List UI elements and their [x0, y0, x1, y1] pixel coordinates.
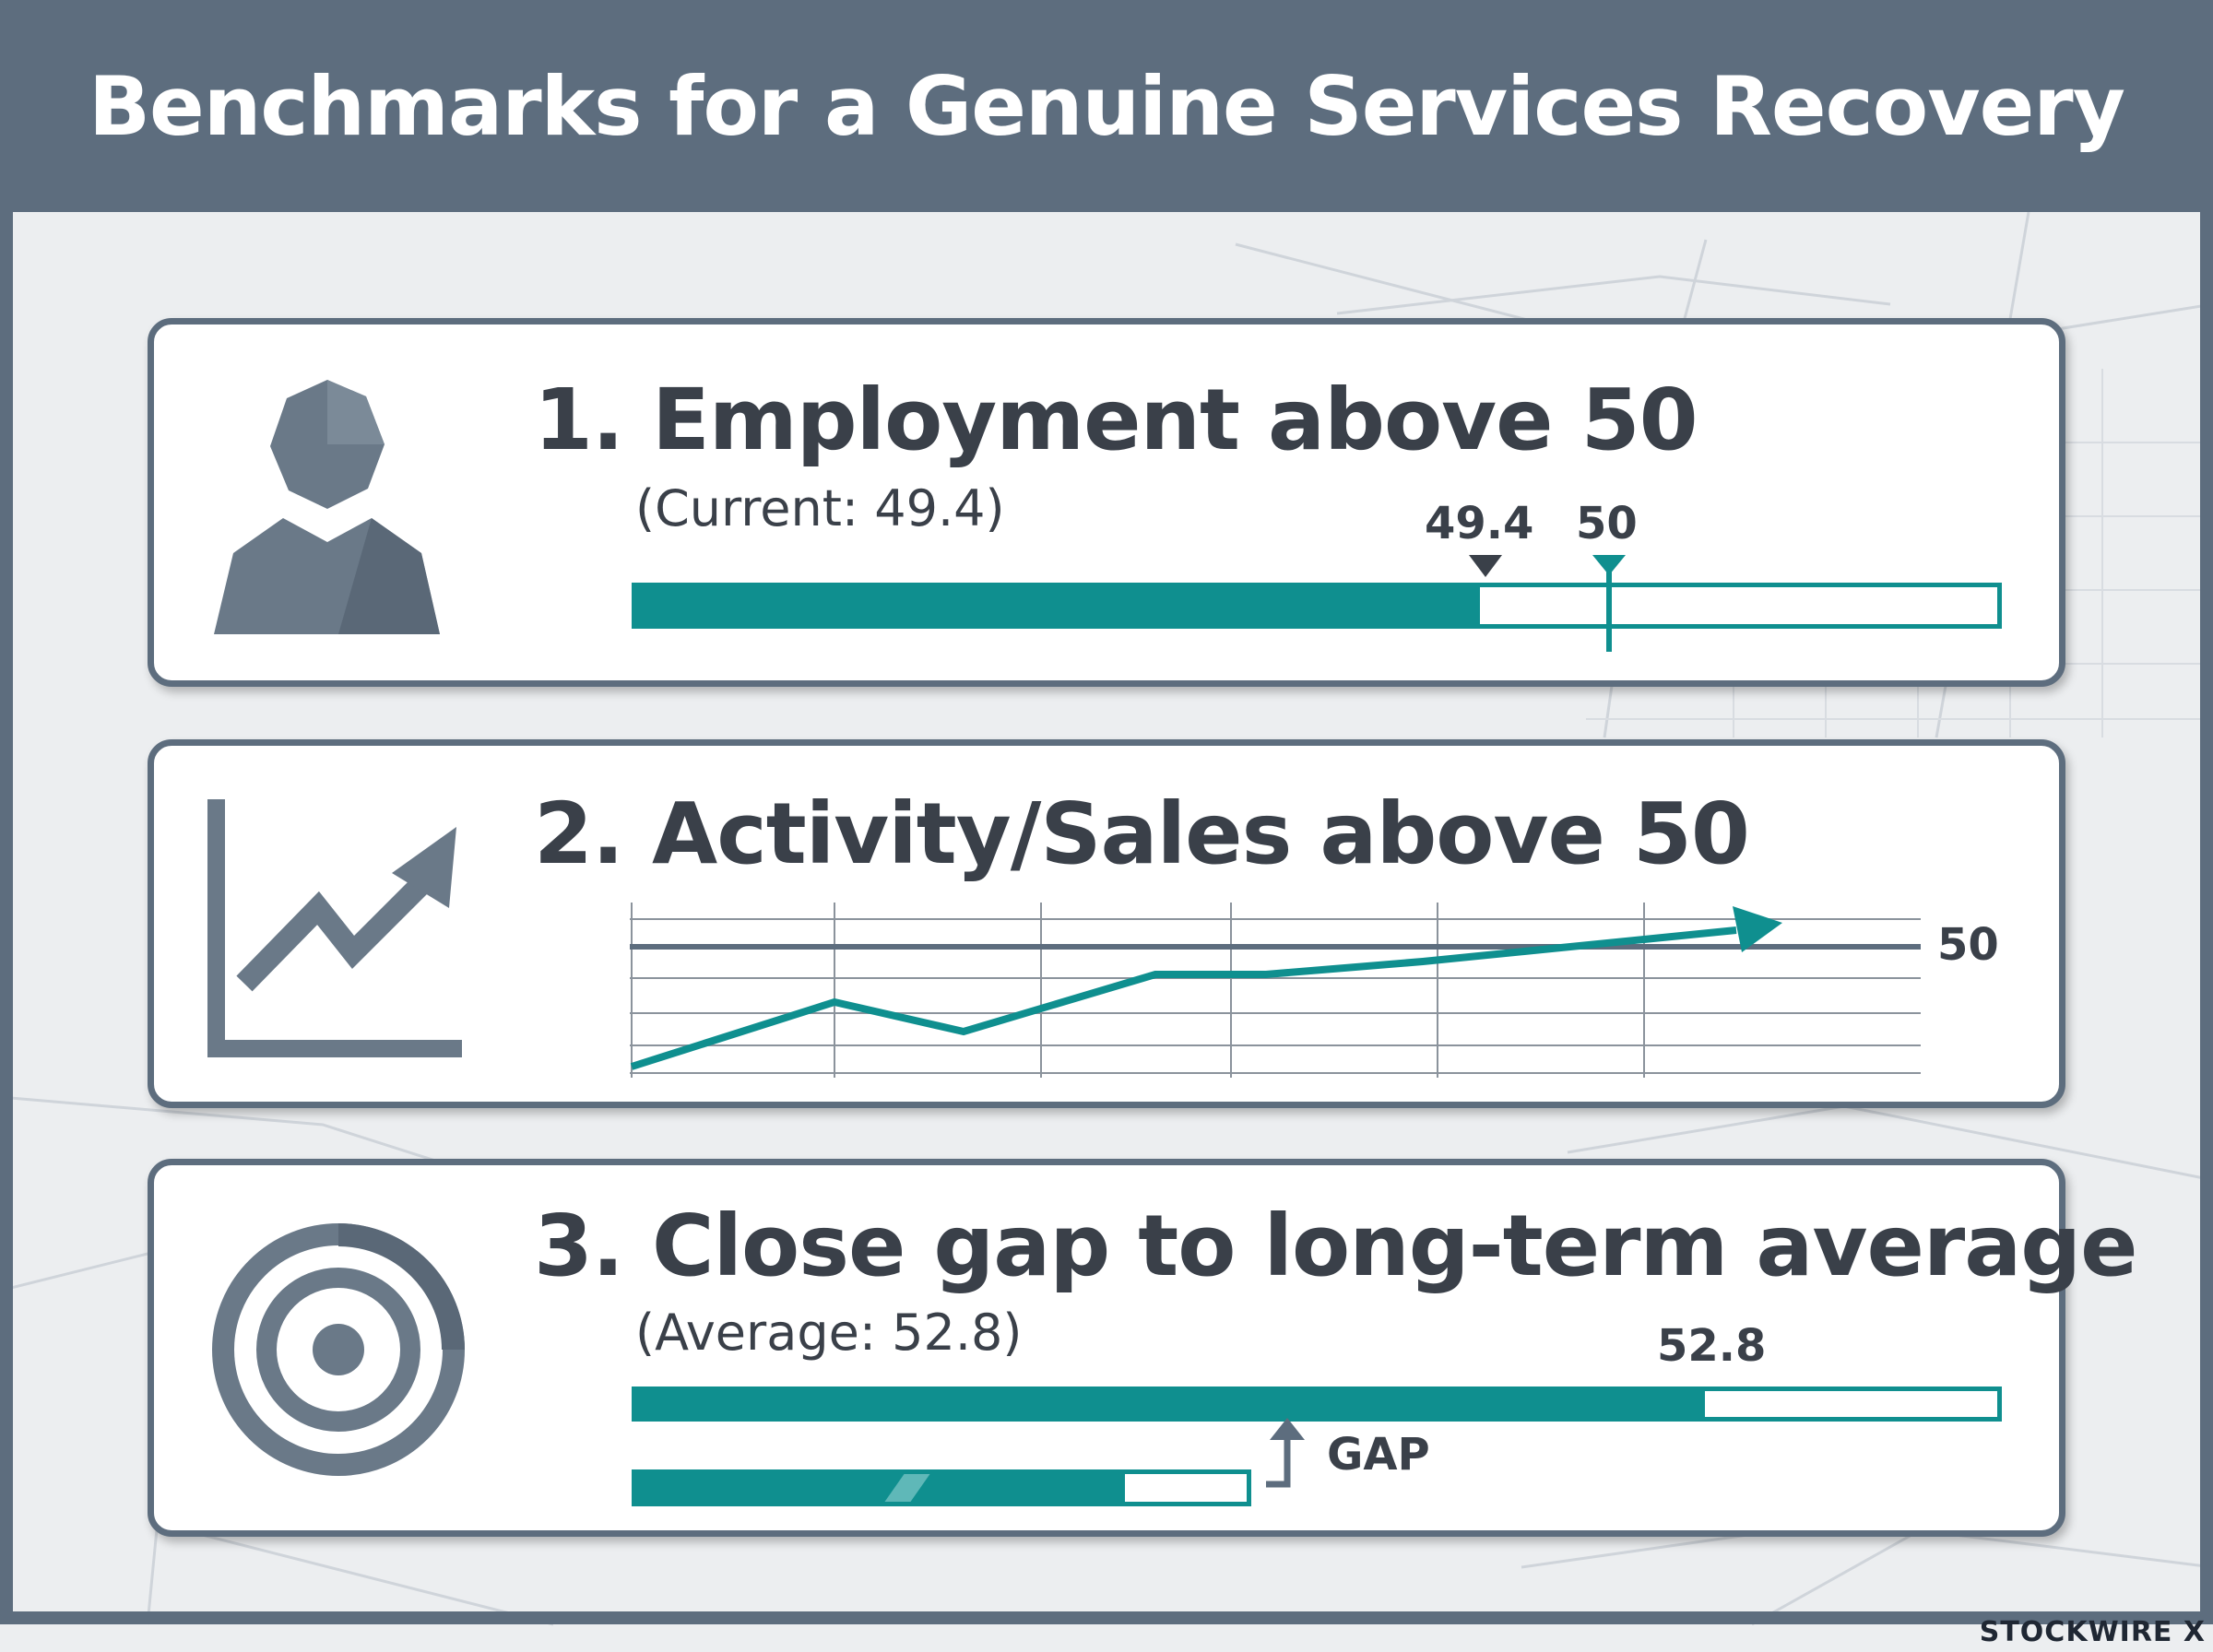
benchmark-card-activity: 2. Activity/Sales above 50 50	[148, 739, 2065, 1108]
current-bar-fill	[636, 1474, 1125, 1502]
average-value-note: (Average: 52.8)	[635, 1304, 1023, 1362]
target-marker-icon	[1592, 555, 1626, 652]
current-value-note: (Current: 49.4)	[635, 479, 1005, 537]
benchmark-title: 3. Close gap to long-term average	[534, 1197, 2138, 1295]
brand-logo: STOCKWIRE X	[1979, 1616, 2206, 1648]
target-icon	[212, 1223, 465, 1476]
employment-progress-fill	[636, 587, 1481, 624]
activity-line-chart	[630, 903, 1921, 1078]
target-value-label: 50	[1576, 498, 1638, 549]
threshold-label: 50	[1937, 919, 1999, 971]
gap-label: GAP	[1327, 1429, 1430, 1481]
current-value-label: 49.4	[1425, 498, 1534, 549]
benchmark-title: 1. Employment above 50	[534, 371, 1698, 469]
average-value-label: 52.8	[1657, 1320, 1767, 1372]
benchmark-card-employment: 1. Employment above 50 (Current: 49.4) 4…	[148, 318, 2065, 687]
average-bar	[632, 1386, 2002, 1422]
header-banner: Benchmarks for a Genuine Services Recove…	[0, 0, 2213, 212]
page-title: Benchmarks for a Genuine Services Recove…	[88, 58, 2125, 154]
content-frame	[0, 212, 2213, 1624]
current-marker-icon	[1469, 555, 1502, 577]
person-icon	[214, 380, 440, 634]
trend-chart-icon	[207, 799, 462, 1057]
benchmark-title: 2. Activity/Sales above 50	[534, 785, 1750, 883]
benchmark-card-gap: 3. Close gap to long-term average (Avera…	[148, 1159, 2138, 1537]
gap-arrow-icon	[1266, 1418, 1305, 1488]
current-bar	[632, 1469, 1251, 1506]
average-bar-fill	[636, 1391, 1705, 1417]
employment-progress-bar	[632, 583, 2002, 629]
